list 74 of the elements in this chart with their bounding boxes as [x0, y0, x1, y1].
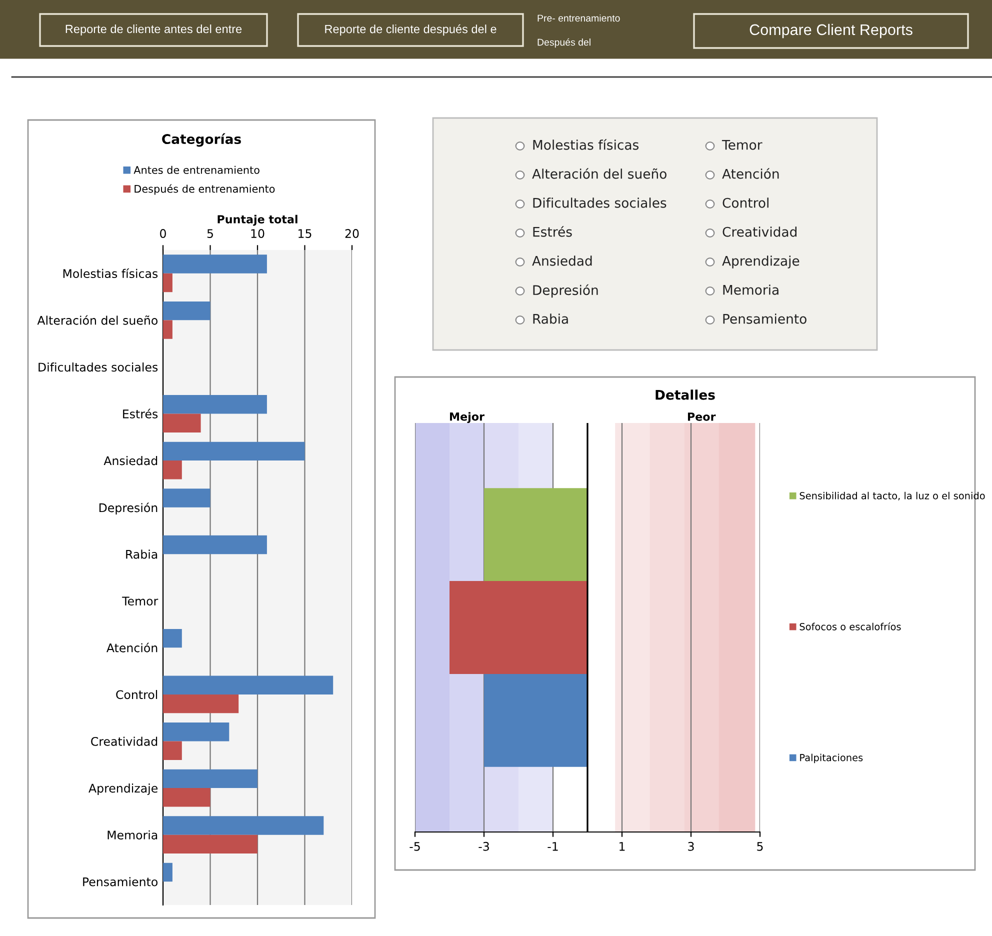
y-tick-label: Molestias físicas [63, 268, 158, 278]
text: Memoria [723, 284, 778, 295]
text: Atención [722, 168, 779, 179]
text: Estrés [533, 226, 572, 237]
chart-title: Categorías [162, 133, 241, 147]
y-tick-label: Rabia [126, 550, 158, 559]
text: Dificultades sociales [533, 198, 666, 208]
y-tick-label: Depresión [99, 502, 158, 514]
y-tick-label: Ansiedad [104, 456, 158, 466]
legend-label: Antes de entrenamiento [134, 166, 260, 174]
bar [163, 741, 182, 760]
y-tick-label: Temor [122, 596, 158, 606]
text: Reporte de cliente antes del entre [66, 24, 242, 36]
y-tick-label: Memoria [108, 830, 158, 840]
text: Depresión [533, 284, 598, 298]
bar [163, 273, 172, 292]
text: Compare Client Reports [750, 24, 912, 38]
y-tick-label: Dificultades sociales [38, 362, 158, 372]
y-tick-label: Control [116, 690, 158, 700]
x-tick-label: 5 [207, 229, 213, 238]
text: Rabia [533, 314, 568, 324]
bar [163, 320, 172, 339]
text: Pre- entrenamiento [538, 14, 620, 22]
text: Molestias físicas [533, 139, 639, 150]
x-axis-title: Puntaje total [218, 214, 298, 226]
bar [163, 676, 334, 694]
x-tick-label: -5 [410, 842, 420, 851]
bar [163, 488, 210, 508]
legend-label: Palpitaciones [800, 754, 863, 764]
bar [163, 769, 258, 788]
y-tick-label: Estrés [123, 408, 158, 418]
band-label: Peor [688, 412, 716, 421]
bar [163, 460, 182, 480]
bar [163, 862, 172, 882]
text: Creatividad [722, 226, 796, 237]
x-tick-label: -1 [548, 842, 558, 851]
x-tick-label: 5 [757, 842, 763, 851]
legend-label: Después de entrenamiento [134, 184, 275, 195]
text: Aprendizaje [722, 256, 800, 268]
band-label: Mejor [450, 412, 484, 423]
bar [163, 722, 230, 742]
text: Después del [538, 38, 590, 48]
bar [163, 254, 267, 274]
bar [163, 788, 210, 807]
x-tick-label: 20 [345, 229, 359, 238]
x-tick-label: 1 [620, 842, 625, 851]
text: Control [722, 198, 768, 208]
bar [163, 816, 324, 835]
text: Pensamiento [723, 314, 806, 324]
legend-label: Sofocos o escalofríos [800, 622, 901, 630]
y-tick-label: Atención [106, 642, 158, 652]
bar [163, 442, 305, 461]
bar [163, 301, 210, 320]
x-tick-label: 0 [160, 229, 166, 238]
y-tick-label: Aprendizaje [88, 784, 158, 795]
text: Alteración del sueño [532, 168, 666, 179]
y-tick-label: Alteración del sueño [37, 315, 158, 325]
x-tick-label: -3 [478, 842, 489, 851]
legend-label: Sensibilidad al tacto, la luz o el sonido [800, 492, 985, 500]
bar [163, 535, 267, 554]
text: Temor [722, 140, 762, 150]
text: Reporte de cliente después del e [325, 24, 496, 36]
x-tick-label: 10 [251, 229, 264, 238]
x-tick-label: 15 [298, 229, 312, 238]
bar [163, 414, 201, 432]
x-tick-label: 3 [688, 842, 694, 851]
bar [163, 834, 258, 854]
text: Ansiedad [532, 256, 592, 266]
bar [163, 694, 239, 714]
bar [163, 628, 182, 648]
y-tick-label: Creatividad [91, 736, 158, 746]
y-tick-label: Pensamiento [83, 877, 158, 886]
chart-title: Detalles [656, 390, 715, 400]
bar [163, 395, 267, 414]
